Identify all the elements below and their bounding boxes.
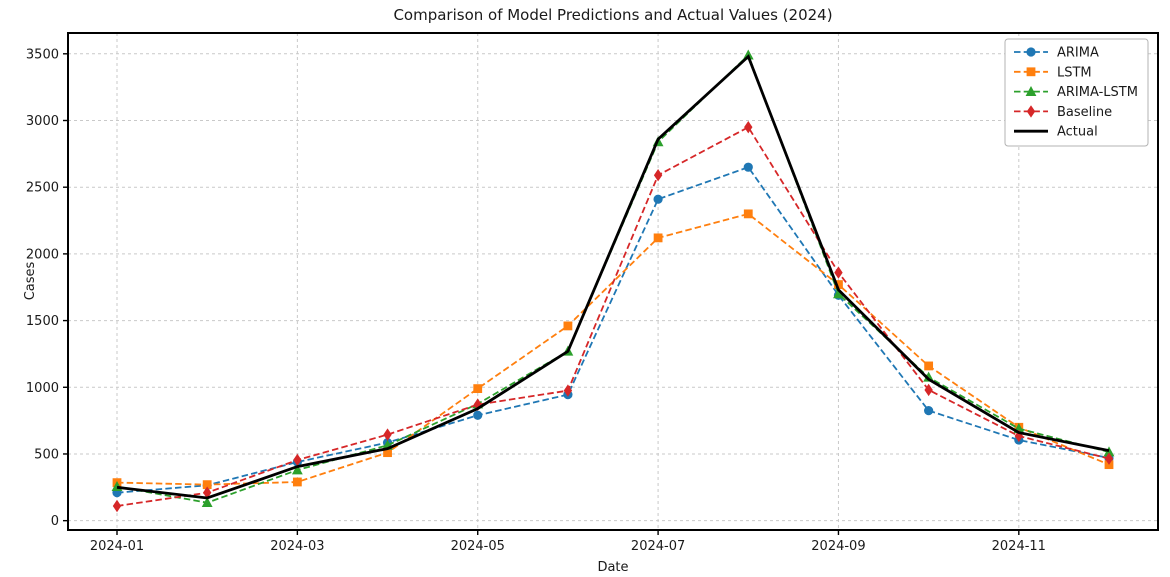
chart-title: Comparison of Model Predictions and Actu…: [393, 6, 832, 24]
baseline-point: [1014, 429, 1024, 443]
baseline-point: [653, 168, 663, 182]
series-arima-lstm: [111, 49, 1115, 508]
arima-point: [924, 406, 934, 416]
baseline-point: [744, 120, 753, 134]
legend-box: [1004, 38, 1149, 147]
axis-ticks: 2024-01 2024-03 2024-05 2024-07 2024-09 2024-…: [26, 47, 1046, 554]
lstm-point: [653, 233, 663, 243]
arima-lstm-point: [291, 464, 303, 475]
lstm-point: [834, 280, 843, 289]
y-tick-label: 1500: [26, 314, 59, 329]
arima-lstm-point: [923, 371, 935, 382]
lstm-point: [473, 384, 483, 394]
arima-point: [653, 194, 663, 204]
series-arima: [112, 162, 1114, 498]
arima-lstm-point: [1103, 446, 1115, 457]
baseline-point: [563, 384, 573, 397]
legend-sample-marker: [1026, 67, 1036, 77]
legend: ARIMA LSTM ARIMA-LSTM Baseline Actual: [1004, 38, 1149, 147]
baseline-point: [383, 428, 392, 441]
arima-lstm-point: [833, 288, 844, 299]
y-tick-label: 2500: [26, 181, 59, 196]
legend-label: ARIMA-LSTM: [1057, 85, 1138, 100]
legend-sample-marker: [1025, 86, 1037, 96]
baseline-point: [924, 383, 933, 397]
legend-label: Baseline: [1057, 105, 1112, 120]
lstm-point: [924, 361, 934, 371]
lstm-point: [292, 477, 302, 487]
baseline-point: [202, 486, 212, 499]
x-tick-label: 2024-11: [992, 539, 1046, 554]
lstm-point: [563, 321, 573, 331]
baseline-point: [834, 266, 843, 279]
arima-lstm-line: [116, 53, 1110, 504]
legend-label: ARIMA: [1057, 46, 1099, 61]
legend-item-arima-lstm: ARIMA-LSTM: [1014, 85, 1138, 100]
baseline-point: [1104, 452, 1114, 465]
baseline-line: [116, 126, 1110, 507]
y-tick-label: 1000: [26, 381, 59, 396]
x-tick-label: 2024-05: [451, 539, 505, 554]
series-actual: [116, 54, 1110, 500]
lstm-point: [743, 209, 753, 219]
legend-label: LSTM: [1057, 65, 1092, 80]
y-tick-label: 0: [51, 514, 59, 529]
series-lstm: [112, 209, 1114, 490]
baseline-point: [112, 499, 122, 513]
x-axis-label: Date: [597, 560, 628, 575]
y-tick-label: 3000: [26, 114, 59, 129]
baseline-point: [293, 453, 302, 467]
gridlines: [68, 33, 1158, 530]
y-axis-label: Cases: [23, 261, 38, 300]
legend-label: Actual: [1057, 125, 1098, 140]
actual-line: [116, 54, 1110, 500]
legend-sample-marker: [1026, 47, 1036, 57]
x-tick-label: 2024-09: [811, 539, 865, 554]
lstm-line: [116, 212, 1110, 486]
x-tick-label: 2024-03: [270, 539, 324, 554]
plot-area: 2024-01 2024-03 2024-05 2024-07 2024-09 2024-…: [26, 32, 1159, 554]
series-baseline: [112, 120, 1114, 513]
y-tick-label: 2000: [26, 247, 59, 262]
x-tick-label: 2024-07: [631, 539, 685, 554]
lstm-point: [383, 448, 392, 458]
y-tick-label: 3500: [26, 47, 59, 62]
legend-item-lstm: LSTM: [1014, 65, 1092, 80]
x-tick-label: 2024-01: [90, 539, 144, 554]
arima-lstm-point: [201, 497, 213, 508]
plot-border: [67, 32, 1159, 531]
legend-item-baseline: Baseline: [1014, 105, 1112, 120]
arima-line: [116, 166, 1110, 494]
arima-lstm-point: [742, 49, 754, 60]
y-tick-label: 500: [34, 447, 59, 462]
legend-item-arima: ARIMA: [1014, 46, 1099, 61]
legend-item-actual: Actual: [1014, 125, 1098, 140]
legend-sample-marker: [1026, 105, 1036, 118]
arima-point: [743, 162, 753, 172]
arima-point: [473, 410, 483, 420]
lstm-point: [202, 480, 212, 490]
